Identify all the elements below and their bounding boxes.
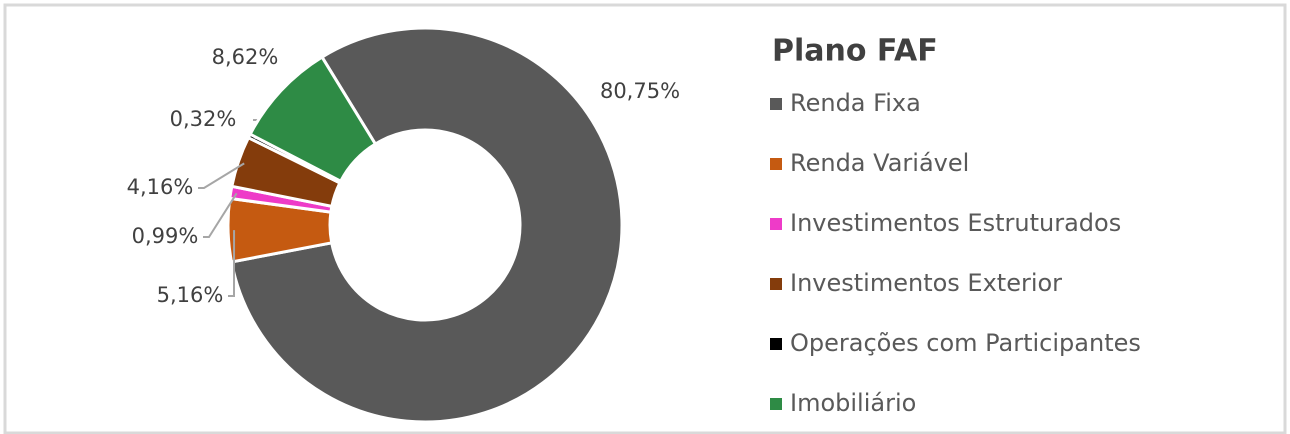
legend-label: Renda Variável xyxy=(790,149,969,177)
leader-line xyxy=(228,230,236,297)
legend-swatch xyxy=(770,98,782,110)
chart-frame xyxy=(3,3,1287,434)
legend-label: Investimentos Exterior xyxy=(790,269,1062,297)
legend-label: Investimentos Estruturados xyxy=(790,209,1121,237)
donut-slice xyxy=(248,54,378,184)
legend-swatch xyxy=(770,398,782,410)
legend-swatch xyxy=(770,158,782,170)
leader-line xyxy=(203,192,238,238)
legend-label: Imobiliário xyxy=(790,389,916,417)
donut-slice xyxy=(229,26,624,424)
leader-line xyxy=(198,162,245,189)
chart-title: Plano FAF xyxy=(772,34,938,69)
legend-label: Renda Fixa xyxy=(790,89,921,117)
data-label: 8,62% xyxy=(212,45,279,69)
legend-label: Operações com Participantes xyxy=(790,329,1141,357)
data-label: 0,32% xyxy=(170,107,237,131)
legend-swatch xyxy=(770,338,782,350)
legend-swatch xyxy=(770,278,782,290)
data-label: 5,16% xyxy=(157,283,224,307)
data-label: 4,16% xyxy=(127,175,194,199)
legend-swatch xyxy=(770,218,782,230)
data-label: 80,75% xyxy=(600,79,680,103)
data-label: 0,99% xyxy=(132,224,199,248)
